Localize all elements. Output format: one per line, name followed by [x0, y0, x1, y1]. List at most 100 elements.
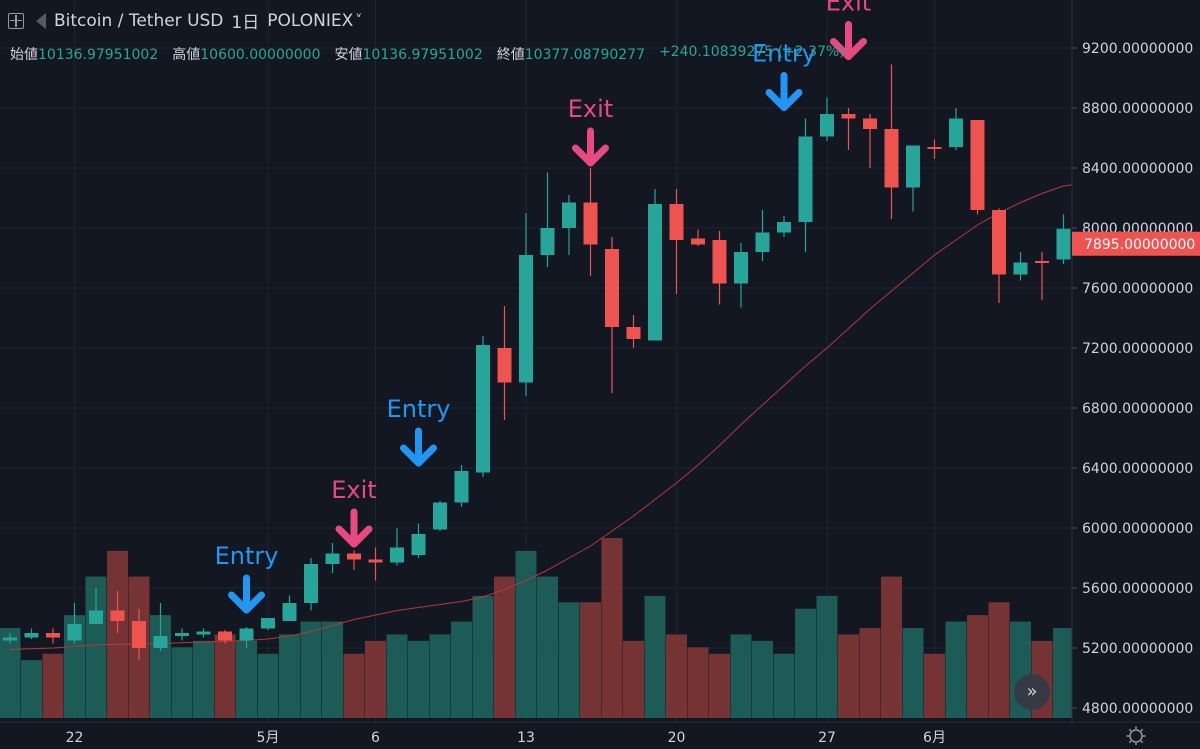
candle — [820, 97, 834, 141]
time-tick-label: 6 — [371, 730, 380, 745]
candle-body — [519, 255, 533, 383]
candle-body — [46, 633, 60, 638]
candle-body — [927, 147, 942, 149]
gear-tooth — [1128, 728, 1132, 732]
arrow-head — [228, 591, 265, 614]
volume-bar — [623, 640, 644, 718]
candle-body — [132, 621, 146, 648]
arrow-head — [400, 444, 437, 467]
exit-label: Exit — [568, 95, 613, 123]
open-label: 始値 — [10, 47, 38, 63]
candle — [626, 315, 641, 348]
candle-body — [282, 603, 297, 621]
candle — [46, 628, 60, 644]
current-price-label: 7895.00000000 — [1084, 237, 1195, 253]
volume-bar — [365, 640, 386, 718]
candle — [1035, 252, 1049, 300]
candle-body — [24, 633, 39, 638]
candle-body — [1013, 262, 1028, 275]
price-tick-label: 8400.00000000 — [1082, 161, 1193, 177]
gear-tooth — [1140, 728, 1144, 732]
entry-marker: Entry — [387, 395, 450, 467]
time-axis-bg — [0, 722, 1200, 745]
candle — [347, 550, 361, 570]
volume-bar — [902, 628, 924, 718]
candle-body — [669, 204, 684, 240]
ohlc-low: 安値10136.97951002 — [335, 44, 483, 64]
volume-bar — [666, 634, 687, 718]
time-tick-label: 27 — [818, 730, 836, 745]
interval-label[interactable]: 1日 — [231, 13, 260, 33]
candle-body — [605, 249, 619, 327]
candle-body — [691, 238, 705, 245]
volume-bar — [838, 634, 859, 718]
candle-body — [3, 637, 17, 641]
candle-body — [820, 114, 834, 137]
low-label: 安値 — [334, 47, 363, 63]
arrow-head — [335, 525, 373, 548]
entry-label: Entry — [752, 40, 816, 68]
candle-body — [1056, 228, 1071, 260]
volume-bar — [343, 653, 365, 718]
candle — [433, 501, 447, 531]
exit-marker: Exit — [826, 0, 871, 60]
scroll-to-realtime-button[interactable]: » — [1014, 674, 1050, 710]
candle — [239, 627, 254, 648]
candle-body — [970, 120, 985, 210]
volume-bar — [537, 576, 558, 718]
candle — [884, 64, 899, 219]
candle-body — [304, 564, 318, 603]
ohlc-legend: 始値10136.97951002 高値10600.00000000 安値1013… — [10, 44, 845, 64]
volume-bar — [408, 640, 429, 718]
volume-bar — [644, 595, 666, 718]
candle — [3, 633, 17, 644]
candle — [562, 195, 576, 255]
gear-ring — [1129, 729, 1143, 743]
candle-body — [175, 633, 189, 636]
volume-bar — [193, 640, 214, 718]
time-tick-label: 20 — [668, 730, 686, 745]
candle-body — [325, 553, 340, 564]
candle-body — [1035, 261, 1049, 263]
moving-average-line — [9, 182, 1086, 650]
flag-icon[interactable] — [36, 12, 46, 29]
candle — [196, 628, 211, 638]
open-value: 10136.97951002 — [38, 47, 159, 63]
candle — [110, 591, 125, 633]
high-value: 10600.00000000 — [200, 47, 321, 63]
chevron-down-icon[interactable]: ˅ — [355, 12, 363, 29]
candle — [949, 108, 963, 150]
candle — [497, 306, 512, 420]
price-tick-label: 5200.00000000 — [1082, 641, 1193, 657]
candle — [1056, 214, 1071, 264]
candle — [712, 231, 727, 305]
candle — [927, 139, 942, 159]
candle — [605, 237, 619, 393]
candle-body — [712, 240, 727, 284]
volume-bar — [386, 634, 408, 718]
candle-body — [626, 327, 641, 339]
candle — [67, 603, 82, 644]
candle-body — [884, 129, 899, 188]
exchange-label[interactable]: POLONIEX — [267, 10, 354, 31]
crosshair-plus-icon[interactable] — [8, 12, 24, 29]
candle-body — [196, 631, 211, 635]
candle — [282, 595, 297, 621]
candle — [863, 114, 877, 168]
arrow-head — [765, 89, 803, 111]
high-label: 高値 — [172, 47, 201, 63]
candle — [132, 609, 146, 660]
volume-bar — [42, 653, 64, 718]
volume-bar — [64, 615, 85, 718]
candle-body — [110, 610, 125, 621]
candle-body — [841, 114, 856, 119]
entry-label: Entry — [215, 542, 279, 570]
volume-bar — [171, 647, 193, 718]
exit-marker: Exit — [331, 476, 377, 548]
symbol-name[interactable]: Bitcoin / Tether USD — [54, 10, 224, 31]
volume-bar — [816, 595, 838, 718]
candle-body — [239, 628, 254, 641]
ohlc-close: 終値10377.08790277 — [497, 44, 645, 64]
